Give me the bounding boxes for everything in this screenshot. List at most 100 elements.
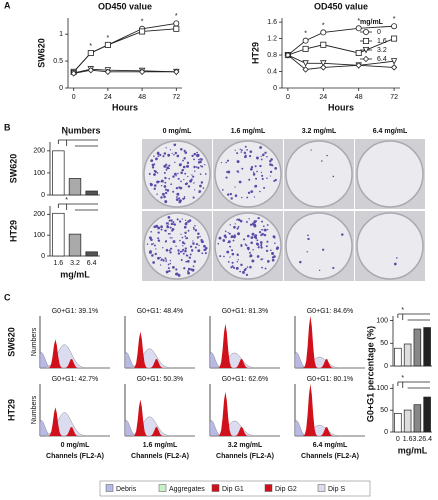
colony <box>220 162 223 164</box>
colony <box>306 251 308 253</box>
colony <box>182 159 184 162</box>
colony <box>261 174 264 177</box>
bar <box>413 404 422 433</box>
colony <box>173 172 177 176</box>
colony <box>230 197 233 200</box>
colony <box>221 189 224 191</box>
colony <box>199 165 202 167</box>
colony <box>169 226 172 229</box>
colony <box>264 151 267 154</box>
dip-g2 <box>295 359 365 368</box>
colony <box>307 234 309 237</box>
colony <box>226 250 230 254</box>
bar <box>403 409 412 433</box>
colony <box>183 178 185 181</box>
colony <box>266 240 269 243</box>
colony <box>166 224 169 227</box>
colony <box>191 154 194 158</box>
dish <box>285 140 353 208</box>
dip-g1 <box>125 399 195 436</box>
colony <box>164 181 167 184</box>
colony <box>167 263 170 266</box>
marker <box>391 23 398 30</box>
colony <box>240 149 243 152</box>
y-tick-label: 1.6 <box>267 19 277 26</box>
colony <box>250 236 254 240</box>
colony <box>251 259 255 263</box>
colony <box>165 260 167 263</box>
marker <box>320 29 327 36</box>
colony <box>240 151 242 153</box>
colony <box>261 266 263 269</box>
colony <box>157 153 160 156</box>
colony <box>227 170 231 174</box>
bar <box>394 347 402 367</box>
colony <box>224 230 227 233</box>
colony <box>196 236 200 239</box>
column-label: 1.6 mg/mL <box>143 442 178 449</box>
colony <box>189 253 192 256</box>
colony <box>189 179 193 183</box>
colony <box>198 190 202 193</box>
colony <box>230 266 233 269</box>
dip-g1 <box>40 407 110 436</box>
colony <box>260 229 263 231</box>
y-axis-label: HT29 <box>250 42 260 64</box>
colony <box>167 153 171 157</box>
y-tick-label: 100 <box>376 317 388 324</box>
colony <box>193 260 196 263</box>
x-axis-label: mg/mL <box>60 269 90 279</box>
colony <box>197 166 200 169</box>
colony <box>235 266 239 270</box>
colony <box>180 258 183 261</box>
colony <box>222 239 225 241</box>
legend-label: Dip G1 <box>222 486 244 493</box>
colony <box>169 237 171 239</box>
colony <box>236 170 239 173</box>
x-tick-label: 6.4 <box>422 436 432 443</box>
colony <box>321 160 323 162</box>
colony <box>259 164 262 168</box>
colony <box>240 245 243 248</box>
colony <box>326 154 328 157</box>
colony <box>262 225 265 228</box>
row-label: SW620 <box>6 327 16 357</box>
colony <box>203 244 206 248</box>
colony <box>178 197 181 200</box>
annotation: * <box>401 375 404 382</box>
colony <box>269 160 272 163</box>
dish <box>143 140 211 208</box>
colony <box>322 248 325 251</box>
colony <box>256 255 260 258</box>
colony <box>168 167 170 170</box>
colony <box>170 222 174 226</box>
flow-label: G0+G1: 42.7% <box>52 376 99 383</box>
dish <box>214 140 282 208</box>
colony <box>163 171 166 174</box>
colony <box>228 232 231 235</box>
colony <box>151 243 153 246</box>
colony <box>173 223 177 226</box>
colony <box>204 164 206 166</box>
marker <box>70 70 77 77</box>
marker <box>104 68 112 76</box>
marker <box>302 60 309 67</box>
colony <box>154 252 157 256</box>
colony <box>249 150 253 154</box>
panel-letter: A <box>4 0 11 10</box>
y-axis-label: HT29 <box>8 220 18 242</box>
colony <box>165 222 169 225</box>
colony <box>244 145 247 148</box>
colony <box>269 163 272 166</box>
colony <box>174 161 176 164</box>
colony <box>179 186 183 190</box>
colony <box>186 165 188 168</box>
colony <box>156 180 160 184</box>
x-tick-label: 24 <box>319 94 327 101</box>
colony <box>171 152 173 154</box>
colony <box>246 266 249 268</box>
colony <box>164 240 167 243</box>
colony <box>183 196 186 198</box>
colony <box>244 243 247 245</box>
colony <box>239 219 243 223</box>
